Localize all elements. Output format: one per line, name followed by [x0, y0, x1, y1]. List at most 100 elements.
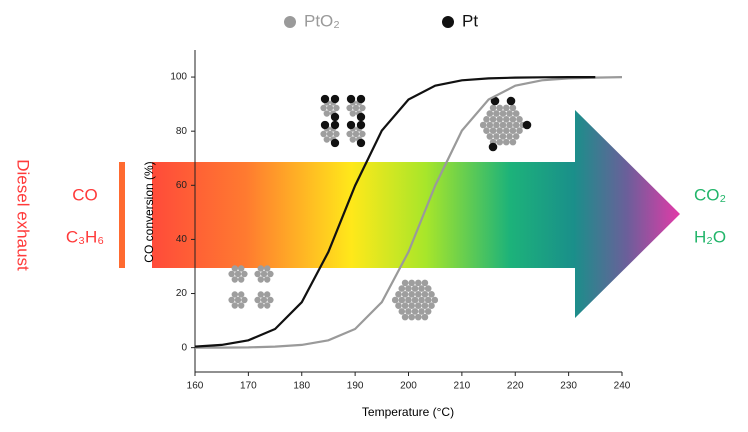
atom [408, 279, 416, 287]
legend-marker [442, 16, 454, 28]
atom [506, 121, 513, 129]
atom [483, 127, 490, 135]
atom [489, 127, 497, 135]
atom [326, 104, 334, 112]
atom [238, 302, 245, 309]
atom [496, 115, 504, 123]
inlet-bar [119, 162, 125, 268]
atom [352, 130, 360, 138]
atom [267, 270, 274, 278]
x-tick-label: 220 [507, 381, 524, 392]
atom [493, 110, 500, 117]
atom [408, 302, 416, 310]
atom [405, 285, 412, 292]
atom-dark [488, 142, 498, 152]
atom-dark [522, 120, 532, 130]
atom [483, 115, 490, 123]
atom [479, 121, 487, 129]
atom [489, 104, 497, 112]
atom [405, 296, 412, 304]
atom [320, 130, 327, 138]
atom [234, 296, 242, 304]
atom [359, 130, 366, 138]
atom [238, 276, 245, 283]
y-tick-label: 40 [176, 234, 188, 245]
series-line [195, 76, 623, 349]
atom [503, 115, 510, 123]
atom [512, 110, 520, 117]
atom [398, 285, 406, 292]
atom [234, 270, 242, 278]
atom [359, 104, 366, 112]
atom [401, 302, 409, 310]
atom-dark [356, 112, 366, 122]
atom [415, 279, 422, 287]
atom [428, 290, 435, 298]
atom-dark [356, 94, 366, 104]
atom [411, 285, 419, 292]
atom [415, 290, 422, 298]
atom [398, 308, 406, 315]
atom [231, 291, 238, 298]
atom-dark [330, 120, 340, 130]
atom [424, 285, 432, 292]
atom-dark [346, 120, 356, 130]
atom [346, 104, 353, 112]
atom [231, 265, 238, 272]
atom [428, 302, 435, 310]
atom [349, 110, 356, 117]
atom [496, 127, 504, 135]
atom [401, 279, 409, 287]
atom-dark [330, 138, 340, 148]
atom [411, 296, 419, 304]
atom [395, 290, 402, 298]
atom-dark [346, 94, 356, 104]
input-label: C₃H₆ [66, 227, 104, 246]
atom [257, 276, 264, 283]
process-arrow [152, 110, 680, 318]
atom [415, 313, 422, 321]
x-tick-label: 240 [614, 381, 631, 392]
atom-dark [490, 96, 500, 106]
atom [401, 313, 409, 321]
atom [257, 302, 264, 309]
atom [486, 121, 494, 129]
y-tick-label: 80 [176, 126, 188, 137]
atom [431, 296, 439, 304]
atom [405, 308, 412, 315]
atom [509, 115, 517, 123]
atom [421, 313, 429, 321]
atom [411, 308, 419, 315]
x-tick-label: 180 [293, 381, 310, 392]
atom [260, 296, 268, 304]
atom [415, 302, 422, 310]
atom [418, 296, 425, 304]
legend-label: PtO₂ [304, 11, 340, 30]
atom [486, 110, 494, 117]
atom [333, 130, 340, 138]
atom [326, 130, 334, 138]
atom-dark [320, 120, 330, 130]
atom [499, 133, 507, 140]
atom [238, 291, 245, 298]
left-title: Diesel exhaust [14, 159, 33, 271]
atom [228, 270, 235, 278]
input-label: CO [72, 185, 98, 204]
atom [260, 270, 268, 278]
atom [231, 302, 238, 309]
atom [241, 270, 248, 278]
atom [320, 104, 327, 112]
atom [493, 133, 500, 140]
x-tick-label: 160 [187, 381, 204, 392]
atom [506, 110, 513, 117]
atom [352, 104, 360, 112]
atom [228, 296, 235, 304]
atom-dark [330, 94, 340, 104]
atom [421, 302, 429, 310]
atom [503, 138, 510, 146]
atom [401, 290, 409, 298]
legend-label: Pt [462, 11, 478, 30]
atom [264, 276, 271, 283]
atom [231, 276, 238, 283]
